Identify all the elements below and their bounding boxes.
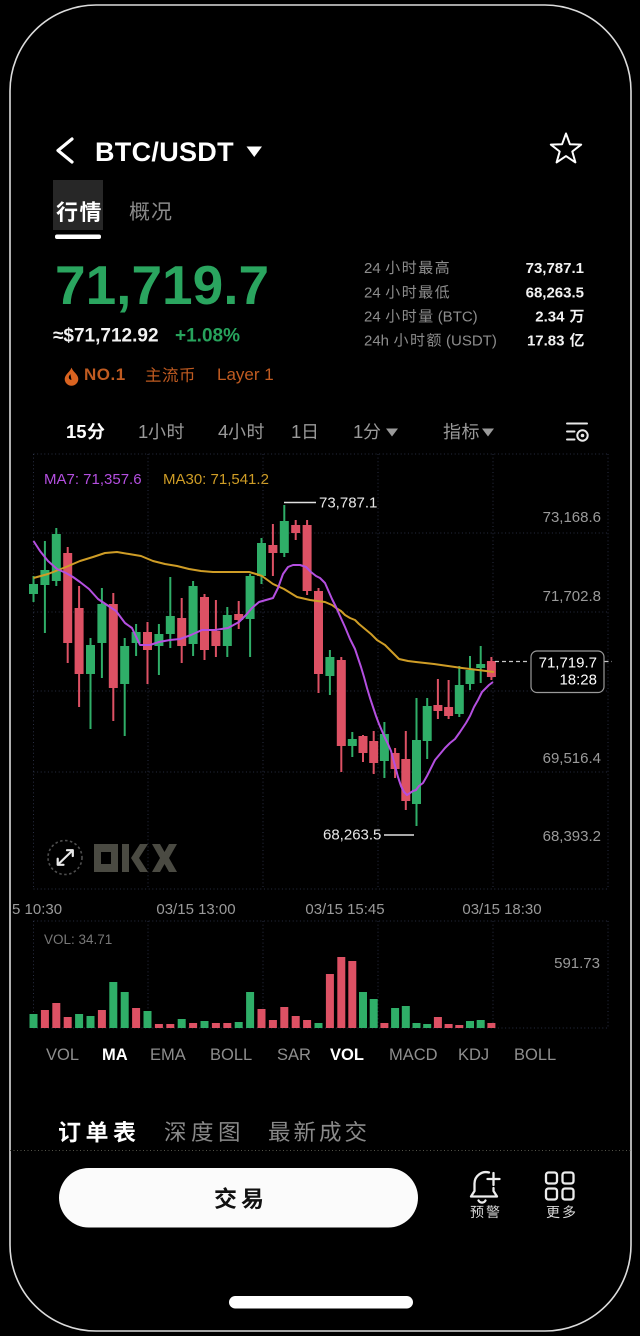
svg-text:15: 15	[66, 421, 87, 442]
svg-text:(BTC): (BTC)	[438, 309, 478, 326]
svg-text:24: 24	[364, 285, 381, 302]
svg-text:24: 24	[364, 309, 381, 326]
svg-text:73,787.1: 73,787.1	[319, 495, 377, 512]
svg-text:17.83: 17.83	[527, 333, 565, 350]
svg-text:SAR: SAR	[277, 1046, 311, 1064]
svg-text:Layer 1: Layer 1	[217, 365, 274, 384]
svg-text:(USDT): (USDT)	[446, 333, 497, 350]
svg-text:71,719.7: 71,719.7	[539, 655, 597, 672]
svg-text:KDJ: KDJ	[458, 1046, 489, 1064]
svg-text:68,263.5: 68,263.5	[526, 285, 584, 302]
svg-text:EMA: EMA	[150, 1046, 186, 1064]
svg-text:MACD: MACD	[389, 1046, 438, 1064]
svg-text:BOLL: BOLL	[514, 1046, 556, 1064]
svg-text:1: 1	[138, 421, 148, 442]
svg-text:71,719.7: 71,719.7	[55, 254, 269, 316]
svg-text:+1.08%: +1.08%	[175, 326, 240, 347]
svg-text:2.34: 2.34	[535, 309, 565, 326]
svg-text:MA30: 71,541.2: MA30: 71,541.2	[163, 471, 269, 488]
svg-text:24: 24	[364, 260, 381, 277]
svg-text:68,263.5: 68,263.5	[323, 827, 381, 844]
svg-text:NO.1: NO.1	[84, 365, 126, 384]
svg-text:BTC/USDT: BTC/USDT	[95, 137, 234, 167]
svg-text:591.73: 591.73	[554, 955, 600, 972]
svg-text:18:28: 18:28	[559, 672, 597, 689]
svg-text:1: 1	[291, 421, 301, 442]
svg-text:03/15 13:00: 03/15 13:00	[156, 901, 235, 918]
svg-text:73,787.1: 73,787.1	[526, 260, 584, 277]
svg-text:68,393.2: 68,393.2	[543, 828, 601, 845]
svg-text:VOL: VOL	[330, 1046, 364, 1064]
svg-text:VOL: 34.71: VOL: 34.71	[44, 932, 112, 947]
svg-text:BOLL: BOLL	[210, 1046, 252, 1064]
svg-text:71,702.8: 71,702.8	[543, 588, 601, 605]
svg-text:03/15 18:30: 03/15 18:30	[462, 901, 541, 918]
svg-text:MA: MA	[102, 1046, 128, 1064]
svg-text:69,516.4: 69,516.4	[543, 750, 601, 767]
svg-text:03/15 15:45: 03/15 15:45	[305, 901, 384, 918]
svg-text:5 10:30: 5 10:30	[12, 901, 62, 918]
svg-text:24h: 24h	[364, 333, 389, 350]
svg-text:1: 1	[353, 421, 363, 442]
svg-text:VOL: VOL	[46, 1046, 79, 1064]
svg-text:MA7: 71,357.6: MA7: 71,357.6	[44, 471, 142, 488]
svg-text:4: 4	[218, 421, 228, 442]
svg-text:73,168.6: 73,168.6	[543, 509, 601, 526]
svg-text:≈$71,712.92: ≈$71,712.92	[53, 326, 159, 347]
